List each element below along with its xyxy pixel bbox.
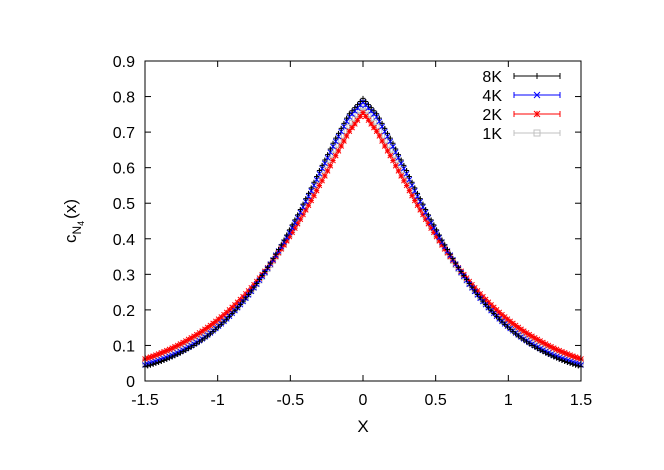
legend-label: 2K xyxy=(482,107,502,124)
series-2K xyxy=(142,109,584,362)
x-tick-label: 1 xyxy=(504,392,513,409)
y-label-main: c xyxy=(61,234,80,243)
x-tick-label: 0.5 xyxy=(425,392,447,409)
x-tick-label: 1.5 xyxy=(570,392,592,409)
x-tick-label: -1 xyxy=(211,392,225,409)
y-tick-label: 0.1 xyxy=(113,338,135,355)
legend-item-1K: 1K xyxy=(482,126,561,143)
legend-label: 8K xyxy=(482,69,502,86)
y-tick-label: 0.4 xyxy=(113,232,135,249)
y-tick-label: 0.5 xyxy=(113,196,135,213)
legend-item-4K: 4K xyxy=(482,88,561,105)
x-axis-ticks: -1.5 -1 -0.5 0 0.5 1 1.5 xyxy=(131,61,592,409)
x-tick-label: 0 xyxy=(359,392,368,409)
y-tick-label: 0.8 xyxy=(113,90,135,107)
y-tick-label: 0.7 xyxy=(113,125,135,142)
y-axis-label: cN4 (x) xyxy=(61,199,86,243)
y-tick-label: 0.2 xyxy=(113,303,135,320)
legend-item-8K: 8K xyxy=(482,69,561,86)
y-label-subsub: 4 xyxy=(76,221,86,226)
series-8K xyxy=(142,95,584,370)
y-tick-label: 0.3 xyxy=(113,267,135,284)
y-label-sub: N xyxy=(70,226,84,235)
x-tick-label: -0.5 xyxy=(277,392,305,409)
y-axis-ticks: 0 0.1 0.2 0.3 0.4 0.5 0.6 0.7 0.8 0.9 xyxy=(113,54,581,391)
x-tick-label: -1.5 xyxy=(131,392,159,409)
plot-series xyxy=(142,95,584,370)
y-label-arg: (x) xyxy=(61,199,80,219)
y-tick-label: 0 xyxy=(126,374,135,391)
legend-label: 4K xyxy=(482,88,502,105)
legend-item-2K: 2K xyxy=(482,107,561,124)
legend-label: 1K xyxy=(482,126,502,143)
y-tick-label: 0.6 xyxy=(113,161,135,178)
legend: 8K 4K 2K 1K xyxy=(482,69,561,143)
y-tick-label: 0.9 xyxy=(113,54,135,71)
svg-text:cN4(x): cN4 (x) xyxy=(61,199,86,243)
x-axis-label: X xyxy=(357,417,368,436)
